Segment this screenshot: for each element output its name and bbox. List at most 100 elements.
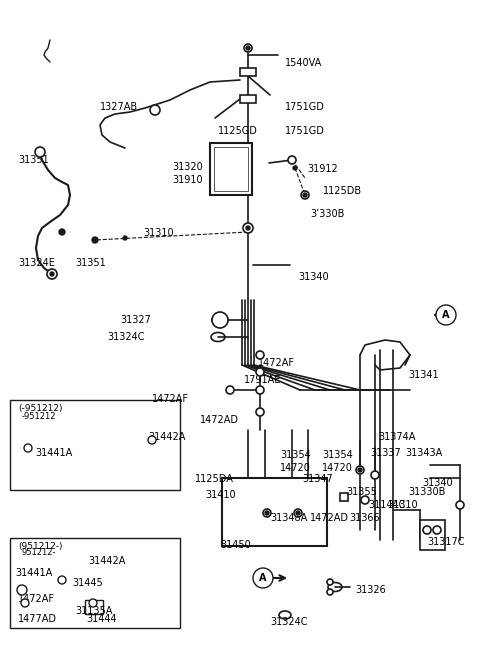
Circle shape — [433, 526, 441, 534]
Circle shape — [263, 509, 271, 517]
Text: 31337: 31337 — [370, 448, 401, 458]
Text: 31441A: 31441A — [15, 568, 52, 578]
Text: -951212: -951212 — [22, 412, 57, 421]
Text: 31317C: 31317C — [427, 537, 465, 547]
Circle shape — [17, 585, 27, 595]
Bar — [85, 600, 103, 614]
Text: 31910: 31910 — [172, 175, 203, 185]
Text: 31135A: 31135A — [75, 606, 112, 616]
Circle shape — [59, 229, 65, 235]
Circle shape — [327, 589, 333, 595]
Circle shape — [256, 408, 264, 416]
Circle shape — [436, 305, 456, 325]
Ellipse shape — [113, 436, 127, 445]
Circle shape — [24, 444, 32, 452]
Text: 31340: 31340 — [298, 272, 329, 282]
Text: 31366: 31366 — [349, 513, 380, 523]
Circle shape — [253, 568, 273, 588]
Text: 1472AD: 1472AD — [200, 415, 239, 425]
Text: 31348A: 31348A — [270, 513, 307, 523]
Circle shape — [371, 471, 379, 479]
Bar — [340, 493, 348, 501]
Text: 31355: 31355 — [346, 487, 377, 497]
Ellipse shape — [211, 332, 225, 342]
Text: 31327: 31327 — [120, 315, 151, 325]
Circle shape — [246, 226, 250, 230]
Bar — [10, 400, 180, 490]
Text: 1327AB: 1327AB — [100, 102, 138, 112]
Circle shape — [423, 526, 431, 534]
Circle shape — [288, 156, 296, 164]
Circle shape — [301, 191, 309, 199]
Text: 1472AF: 1472AF — [258, 358, 295, 368]
Text: 31324E: 31324E — [18, 258, 55, 268]
Text: 14720: 14720 — [280, 463, 311, 473]
Text: 1791AE: 1791AE — [244, 375, 281, 385]
Text: 3’330B: 3’330B — [310, 209, 344, 219]
Text: 31410: 31410 — [205, 490, 236, 500]
Text: 14720: 14720 — [322, 463, 353, 473]
Circle shape — [293, 166, 297, 170]
Text: 1125GD: 1125GD — [218, 126, 258, 136]
Text: 1540VA: 1540VA — [285, 58, 322, 68]
Ellipse shape — [212, 315, 228, 325]
Text: 31351: 31351 — [75, 258, 106, 268]
Bar — [210, 143, 252, 195]
Circle shape — [246, 46, 250, 50]
Circle shape — [256, 386, 264, 394]
Circle shape — [244, 44, 252, 52]
Circle shape — [265, 511, 269, 515]
Text: (-951212): (-951212) — [18, 404, 62, 413]
Circle shape — [226, 386, 234, 394]
Text: 1125DA: 1125DA — [195, 474, 234, 484]
Text: 31354: 31354 — [322, 450, 353, 460]
Ellipse shape — [58, 436, 72, 445]
Circle shape — [358, 468, 362, 472]
Circle shape — [256, 368, 264, 376]
Bar — [240, 68, 256, 76]
Text: 31324C: 31324C — [107, 332, 144, 342]
Text: 31324C: 31324C — [270, 617, 308, 627]
Circle shape — [256, 351, 264, 359]
Circle shape — [243, 223, 253, 233]
Text: 31441A: 31441A — [35, 448, 72, 458]
Text: A: A — [442, 310, 450, 320]
Text: 31351: 31351 — [18, 155, 49, 165]
Circle shape — [150, 105, 160, 115]
Circle shape — [296, 511, 300, 515]
Bar — [240, 95, 256, 103]
Text: 31445: 31445 — [72, 578, 103, 588]
Text: 31340: 31340 — [422, 478, 453, 488]
Text: 31343A: 31343A — [405, 448, 442, 458]
Text: 1751GD: 1751GD — [285, 102, 325, 112]
Text: 31354: 31354 — [280, 450, 311, 460]
Bar — [222, 478, 327, 546]
Circle shape — [58, 576, 66, 584]
Circle shape — [303, 193, 307, 197]
Ellipse shape — [279, 611, 291, 619]
Text: 31330B: 31330B — [408, 487, 445, 497]
Circle shape — [294, 509, 302, 517]
Bar — [10, 538, 180, 628]
Text: A: A — [259, 573, 267, 583]
Text: 951212-: 951212- — [22, 548, 57, 557]
Text: (951212-): (951212-) — [18, 542, 62, 551]
Circle shape — [212, 312, 228, 328]
Circle shape — [361, 496, 369, 504]
Ellipse shape — [328, 583, 342, 591]
Circle shape — [356, 466, 364, 474]
Circle shape — [456, 501, 464, 509]
Text: 31442A: 31442A — [148, 432, 185, 442]
Circle shape — [148, 436, 156, 444]
Bar — [214, 147, 248, 191]
Bar — [420, 520, 445, 550]
Text: 31320: 31320 — [172, 162, 203, 172]
Circle shape — [21, 599, 29, 607]
Text: 1472AF: 1472AF — [152, 394, 189, 404]
Text: 1472AF: 1472AF — [18, 594, 55, 604]
Text: 31450: 31450 — [220, 540, 251, 550]
Text: 31444: 31444 — [86, 614, 117, 624]
Circle shape — [35, 147, 45, 157]
Circle shape — [50, 272, 54, 276]
Text: 31310: 31310 — [387, 500, 418, 510]
